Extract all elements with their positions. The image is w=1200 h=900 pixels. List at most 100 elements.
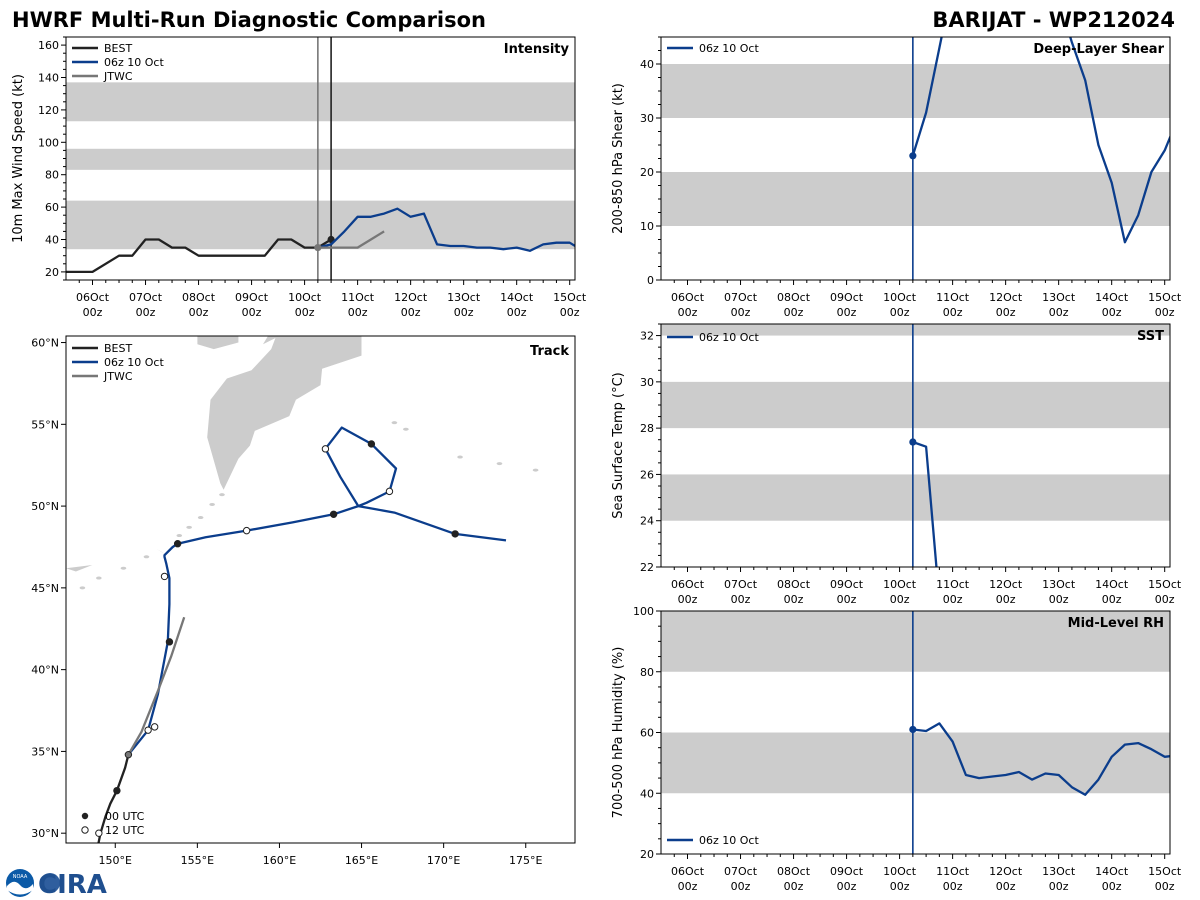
x-tick-date: 06Oct <box>671 865 705 878</box>
threshold-band <box>661 64 1170 118</box>
legend-12utc-label: 12 UTC <box>105 824 145 837</box>
run-track-point <box>385 487 394 496</box>
x-tick-date: 10Oct <box>883 865 917 878</box>
sst-panel: 22 24 26 28 30 32 06Oct 00z 07Oct 00z 08Oct 00z 09Oc… <box>611 323 1182 606</box>
lon-tick-label: 165°E <box>345 854 378 867</box>
x-tick-date: 09Oct <box>235 291 269 304</box>
cira-text: CIRA <box>38 870 107 900</box>
x-tick-date: 12Oct <box>394 291 428 304</box>
run-track-point <box>451 530 459 538</box>
best-track-point <box>95 829 103 837</box>
lat-tick-label: 45°N <box>31 582 59 595</box>
intensity-plot-area <box>66 37 575 280</box>
intensity-ylabel: 10m Max Wind Speed (kt) <box>11 74 26 243</box>
rh-ylabel: 700-500 hPa Humidity (%) <box>611 647 626 819</box>
x-tick-hour: 00z <box>1102 880 1122 893</box>
island <box>209 502 215 506</box>
y-tick-label: 30 <box>640 112 654 125</box>
x-tick-date: 08Oct <box>777 865 811 878</box>
threshold-band <box>661 324 1170 336</box>
storm-title: BARIJAT - WP212024 <box>932 8 1175 32</box>
lon-tick-label: 150°E <box>99 854 132 867</box>
run-track-point <box>242 526 251 535</box>
jtwc-track-point <box>150 723 159 731</box>
y-tick-label: 10 <box>640 220 654 233</box>
x-tick-hour: 00z <box>136 306 156 319</box>
x-tick-date: 12Oct <box>989 865 1023 878</box>
shear-ylabel: 200-850 hPa Shear (kt) <box>611 83 626 234</box>
y-tick-label: 40 <box>640 787 654 800</box>
run-track-line <box>127 426 507 756</box>
lon-tick-label: 155°E <box>181 854 214 867</box>
intensity-title: Intensity <box>504 42 570 57</box>
run-series-line <box>317 207 575 252</box>
island <box>532 468 539 472</box>
legend-label-jtwc: JTWC <box>103 70 133 83</box>
y-tick-label: 80 <box>45 169 59 182</box>
land-mass <box>197 336 239 350</box>
x-tick-date: 07Oct <box>129 291 163 304</box>
x-tick-date: 15Oct <box>1148 865 1182 878</box>
threshold-band <box>66 148 575 170</box>
x-tick-date: 14Oct <box>1095 578 1129 591</box>
x-tick-date: 13Oct <box>447 291 481 304</box>
jtwc-series-line <box>317 230 385 249</box>
x-tick-hour: 00z <box>1155 880 1175 893</box>
globe-icon <box>40 873 60 893</box>
island <box>120 566 127 570</box>
x-tick-date: 06Oct <box>76 291 110 304</box>
run-track-point <box>367 440 376 448</box>
sst-ylabel: Sea Surface Temp (°C) <box>611 372 626 519</box>
x-tick-hour: 00z <box>837 880 857 893</box>
y-tick-label: 32 <box>640 330 654 343</box>
threshold-band <box>661 732 1170 794</box>
x-tick-date: 09Oct <box>830 578 864 591</box>
run-track-point <box>321 445 330 453</box>
jtwc-track-line <box>127 616 186 756</box>
run-series-line <box>912 722 1170 796</box>
track-title: Track <box>530 344 569 359</box>
x-tick-date: 10Oct <box>883 291 917 304</box>
rh-title: Mid-Level RH <box>1068 616 1164 631</box>
x-tick-hour: 00z <box>996 593 1016 606</box>
land-mass <box>66 565 93 572</box>
y-tick-label: 160 <box>38 39 59 52</box>
legend-label-run: 06z 10 Oct <box>104 356 164 369</box>
legend-label-jtwc: JTWC <box>103 370 133 383</box>
x-tick-hour: 00z <box>731 880 751 893</box>
run-series-line <box>911 37 1170 244</box>
run-track-point <box>160 572 169 581</box>
x-tick-hour: 00z <box>83 306 103 319</box>
x-tick-hour: 00z <box>943 880 963 893</box>
x-tick-date: 12Oct <box>989 291 1023 304</box>
lat-tick-label: 30°N <box>31 827 59 840</box>
island <box>79 586 86 590</box>
x-tick-hour: 00z <box>1102 593 1122 606</box>
y-tick-label: 60 <box>640 727 654 740</box>
x-tick-date: 08Oct <box>182 291 216 304</box>
x-tick-hour: 00z <box>890 306 910 319</box>
x-tick-date: 12Oct <box>989 578 1023 591</box>
threshold-band <box>661 172 1170 226</box>
lat-tick-label: 50°N <box>31 500 59 513</box>
shear-plot-area <box>661 37 1170 280</box>
legend-label-run: 06z 10 Oct <box>104 56 164 69</box>
x-tick-date: 09Oct <box>830 865 864 878</box>
island <box>143 555 150 559</box>
x-tick-date: 14Oct <box>1095 865 1129 878</box>
x-tick-hour: 00z <box>678 306 698 319</box>
track-panel: 150°E 155°E 160°E 165°E 170°E 175°E 30°N 35°N 40… <box>31 335 576 867</box>
x-tick-date: 11Oct <box>936 291 970 304</box>
run-marker <box>909 725 917 734</box>
legend-label-run: 06z 10 Oct <box>699 834 759 847</box>
x-tick-date: 13Oct <box>1042 291 1076 304</box>
run-marker <box>909 438 917 446</box>
cira-logo: NOAA CIRA <box>6 869 107 900</box>
rh-plot-area <box>661 611 1170 854</box>
x-tick-hour: 00z <box>242 306 262 319</box>
x-tick-date: 11Oct <box>341 291 375 304</box>
x-tick-hour: 00z <box>996 880 1016 893</box>
legend-label-best: BEST <box>104 342 132 355</box>
x-tick-date: 08Oct <box>777 291 811 304</box>
